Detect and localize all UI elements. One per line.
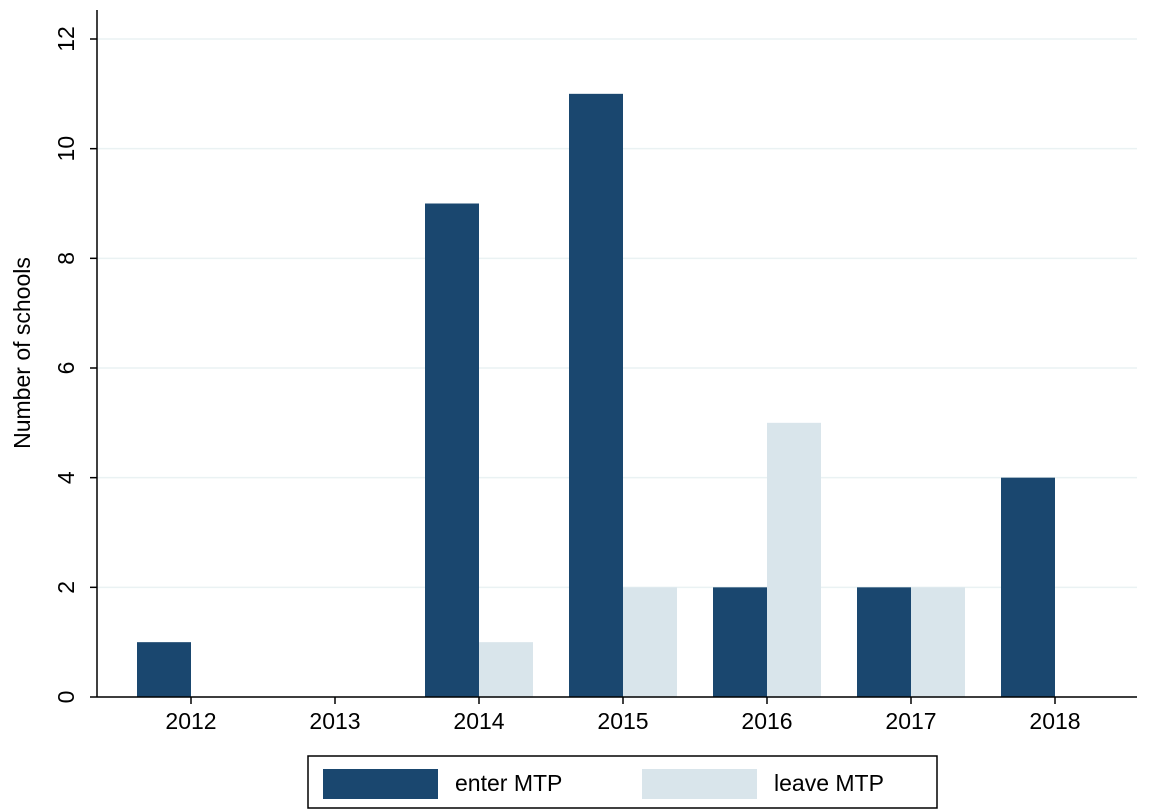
x-tick-label: 2015 bbox=[597, 708, 648, 734]
bar bbox=[479, 642, 533, 697]
x-tick-label: 2016 bbox=[741, 708, 792, 734]
x-tick-label: 2017 bbox=[885, 708, 936, 734]
y-tick-label: 2 bbox=[53, 581, 79, 594]
x-tick-label: 2014 bbox=[453, 708, 504, 734]
bar bbox=[425, 203, 479, 697]
x-tick-label: 2013 bbox=[309, 708, 360, 734]
bar bbox=[623, 587, 677, 697]
legend-swatch bbox=[323, 769, 438, 799]
legend-swatch bbox=[642, 769, 757, 799]
bar bbox=[857, 587, 911, 697]
y-tick-label: 4 bbox=[53, 471, 79, 484]
y-tick-label: 10 bbox=[53, 136, 79, 162]
legend-label: leave MTP bbox=[774, 770, 884, 796]
y-tick-label: 8 bbox=[53, 252, 79, 265]
bar bbox=[569, 93, 623, 698]
bar bbox=[713, 587, 767, 697]
legend-label: enter MTP bbox=[455, 770, 562, 796]
y-tick-label: 12 bbox=[53, 26, 79, 52]
x-tick-label: 2018 bbox=[1029, 708, 1080, 734]
y-axis-label: Number of schools bbox=[9, 257, 35, 449]
bar bbox=[911, 587, 965, 697]
y-tick-label: 6 bbox=[53, 362, 79, 375]
bar bbox=[767, 422, 821, 697]
bar bbox=[1001, 477, 1055, 697]
y-tick-label: 0 bbox=[53, 691, 79, 704]
x-tick-label: 2012 bbox=[165, 708, 216, 734]
bar bbox=[137, 642, 191, 697]
